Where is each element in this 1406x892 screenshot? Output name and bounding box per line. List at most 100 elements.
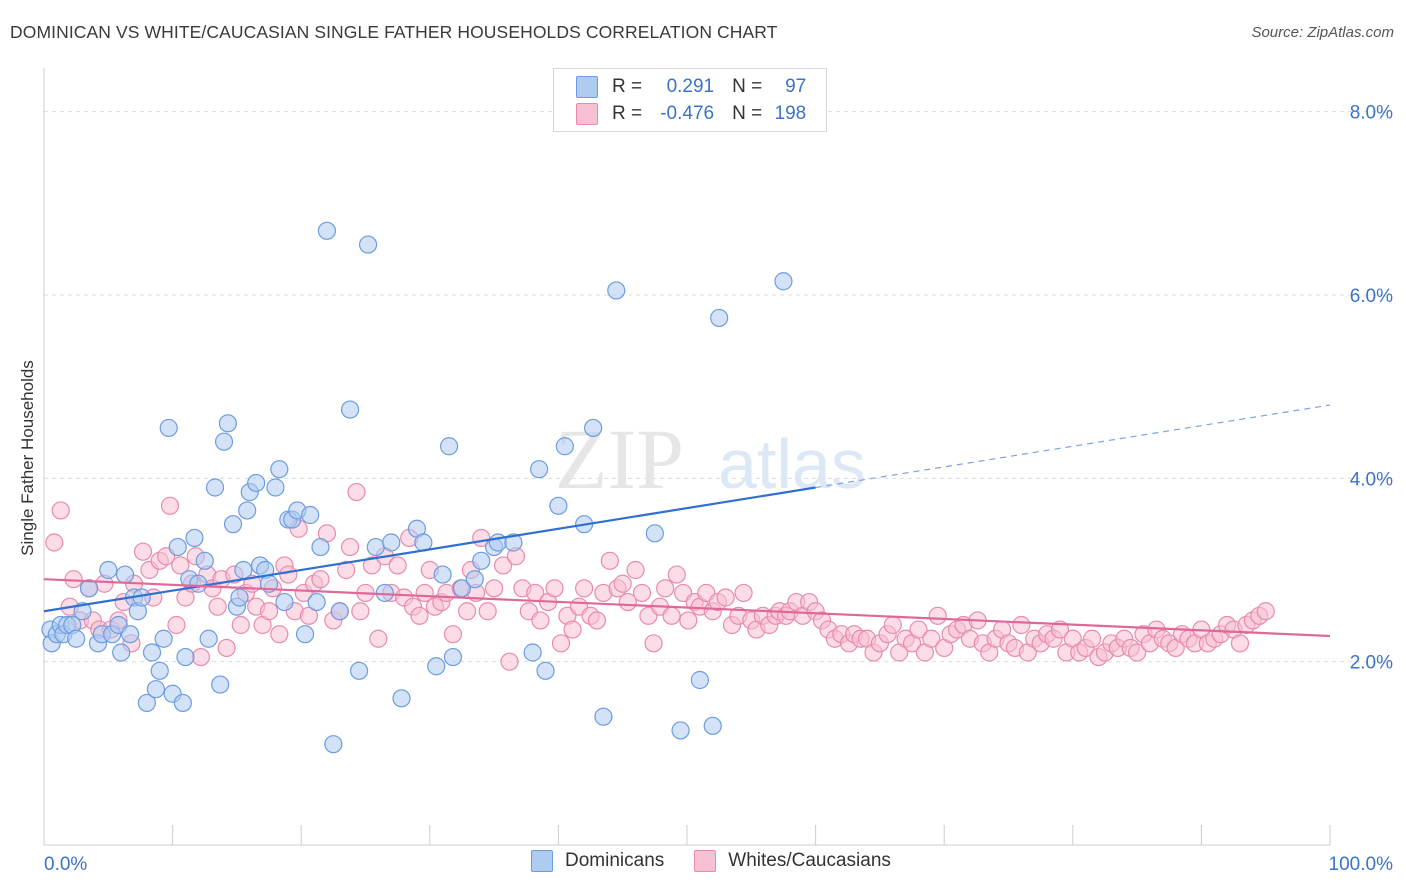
data-point-dominicans <box>439 437 459 456</box>
axes <box>43 68 1331 846</box>
data-point-whites <box>485 579 504 598</box>
legend-r-label: R = <box>612 76 643 97</box>
legend-n-label: N = <box>732 103 763 124</box>
data-point-dominicans <box>549 496 568 515</box>
data-point-whites <box>632 583 652 603</box>
data-point-dominicans <box>205 478 225 497</box>
data-point-dominicans <box>185 528 204 548</box>
data-point-dominicans <box>443 647 463 667</box>
data-point-whites <box>644 634 663 653</box>
data-point-whites <box>494 556 513 575</box>
data-point-dominicans <box>584 418 603 438</box>
data-point-whites <box>457 602 477 621</box>
data-point-dominicans <box>703 716 722 735</box>
data-point-dominicans <box>154 629 173 648</box>
data-point-whites <box>231 615 250 635</box>
legend-r-value: 0.291 <box>666 76 715 97</box>
legend-row-dominicans: R = 0.291 N = 97 <box>576 74 806 100</box>
data-point-dominicans <box>176 647 195 667</box>
data-point-whites <box>362 556 382 575</box>
data-point-whites <box>388 556 407 575</box>
data-point-whites <box>51 501 70 520</box>
y-tick-label: 2.0% <box>1350 653 1393 674</box>
data-point-dominicans <box>594 707 613 726</box>
data-point-dominicans <box>536 661 555 680</box>
watermark-zip: ZIP <box>555 411 684 507</box>
chart-title: DOMINICAN VS WHITE/CAUCASIAN SINGLE FATH… <box>10 22 778 42</box>
data-point-whites <box>1230 634 1250 653</box>
data-point-whites <box>531 611 550 630</box>
y-tick-label: 6.0% <box>1350 286 1393 307</box>
data-point-whites <box>311 570 330 589</box>
data-point-dominicans <box>295 625 315 644</box>
data-point-dominicans <box>115 565 135 584</box>
y-axis-label: Single Father Households <box>18 360 37 556</box>
data-point-whites <box>1256 602 1275 621</box>
data-point-dominicans <box>311 537 330 557</box>
x-tick-label: 0.0% <box>44 854 87 875</box>
bottom-legend-label: Whites/Caucasians <box>728 850 891 871</box>
data-point-whites <box>600 551 619 570</box>
data-point-whites <box>299 606 319 625</box>
data-point-whites <box>656 579 675 598</box>
data-point-dominicans <box>168 537 187 557</box>
data-point-dominicans <box>173 693 192 713</box>
data-point-whites <box>587 611 607 630</box>
data-point-dominicans <box>472 551 491 570</box>
data-point-whites <box>410 606 429 625</box>
data-point-dominicans <box>73 602 92 621</box>
data-point-dominicans <box>433 565 452 584</box>
data-point-whites <box>191 647 210 667</box>
legend-swatch-whites <box>576 103 598 125</box>
trend-line-dominicans <box>43 486 816 613</box>
data-point-whites <box>613 574 632 593</box>
data-point-dominicans <box>465 570 484 589</box>
data-point-dominicans <box>146 680 165 699</box>
data-point-dominicans <box>234 560 253 580</box>
data-point-dominicans <box>195 551 214 570</box>
data-point-dominicans <box>340 400 360 419</box>
data-point-dominicans <box>307 592 326 612</box>
bottom-legend-swatch-whites <box>694 850 717 872</box>
data-point-dominicans <box>671 721 690 740</box>
data-point-dominicans <box>199 629 218 648</box>
data-point-dominicans <box>247 473 266 493</box>
data-point-dominicans <box>710 308 729 328</box>
data-point-dominicans <box>142 643 162 662</box>
data-point-whites <box>45 533 64 552</box>
data-point-whites <box>626 560 645 580</box>
data-point-dominicans <box>266 478 285 497</box>
data-point-dominicans <box>223 515 243 534</box>
data-point-whites <box>133 542 153 561</box>
data-point-dominicans <box>79 579 99 598</box>
legend-row-whites: R = -0.476 N = 198 <box>576 101 806 127</box>
data-point-whites <box>340 537 360 557</box>
data-point-whites <box>563 620 582 639</box>
data-point-dominicans <box>324 735 343 754</box>
source-label: Source: ZipAtlas.com <box>1251 24 1394 41</box>
data-point-whites <box>1082 629 1102 648</box>
data-point-dominicans <box>121 625 140 644</box>
data-point-dominicans <box>211 675 230 694</box>
y-tick-label: 8.0% <box>1350 103 1393 124</box>
legend: R = 0.291 N = 97 R = -0.476 N = 198 <box>553 68 827 132</box>
data-point-whites <box>259 602 279 621</box>
data-point-dominicans <box>150 661 169 680</box>
legend-n-value: 97 <box>785 76 807 97</box>
data-point-whites <box>160 496 180 515</box>
watermark: ZIP atlas <box>555 411 866 507</box>
data-point-whites <box>922 629 941 648</box>
data-point-dominicans <box>504 533 523 552</box>
data-point-whites <box>909 620 928 639</box>
watermark-atlas: atlas <box>718 425 866 503</box>
bottom-legend-whites[interactable]: Whites/Caucasians <box>694 850 891 872</box>
data-point-whites <box>883 615 902 635</box>
legend-r-value: -0.476 <box>660 103 715 124</box>
data-point-whites <box>1127 643 1147 662</box>
data-point-dominicans <box>427 657 446 676</box>
data-point-dominicans <box>99 560 118 580</box>
data-point-whites <box>716 588 735 607</box>
data-point-whites <box>734 583 753 603</box>
bottom-legend-dominicans[interactable]: Dominicans <box>531 850 664 872</box>
data-point-dominicans <box>159 418 178 438</box>
